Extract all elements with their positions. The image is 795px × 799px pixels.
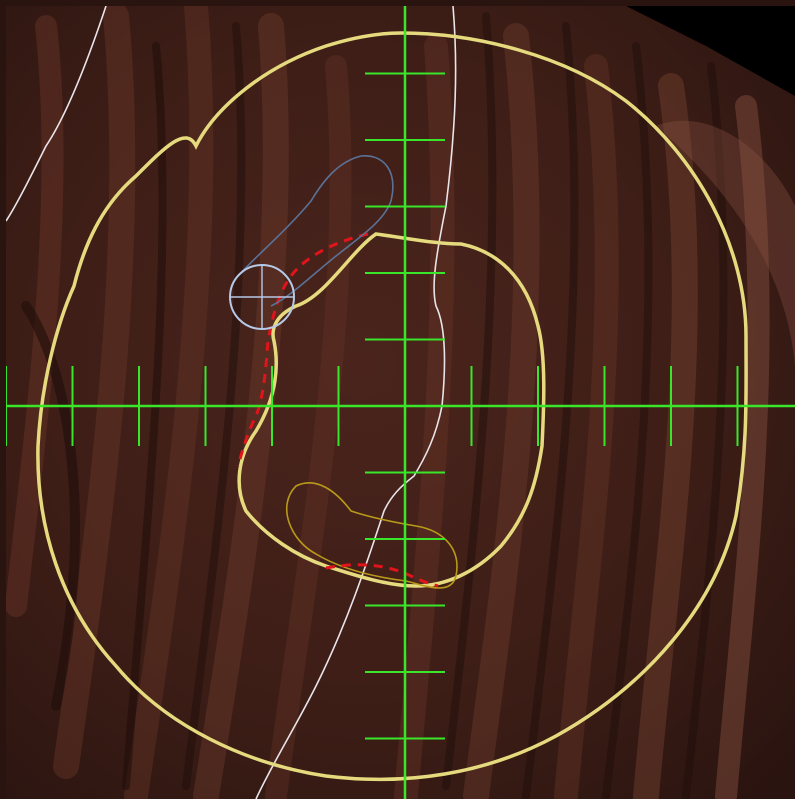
reference-line-left (6, 6, 107, 222)
scene-svg (6, 6, 795, 799)
void-corner (626, 6, 795, 96)
tissue-striations (6, 6, 770, 799)
outer-contour (36, 31, 748, 782)
crosshair-horizontal-ticks (6, 366, 739, 446)
inner-contour (237, 232, 546, 588)
planned-path-lower (325, 563, 439, 588)
crosshair (6, 6, 795, 799)
crosshair-vertical-ticks (365, 72, 445, 740)
planned-path-upper (236, 232, 369, 467)
surface-highlight (656, 120, 795, 367)
target-contour (285, 482, 458, 589)
tool-outline (235, 155, 394, 307)
reference-line-center (255, 6, 457, 799)
3d-viewport[interactable] (6, 6, 795, 799)
tool-marker[interactable] (229, 264, 295, 330)
